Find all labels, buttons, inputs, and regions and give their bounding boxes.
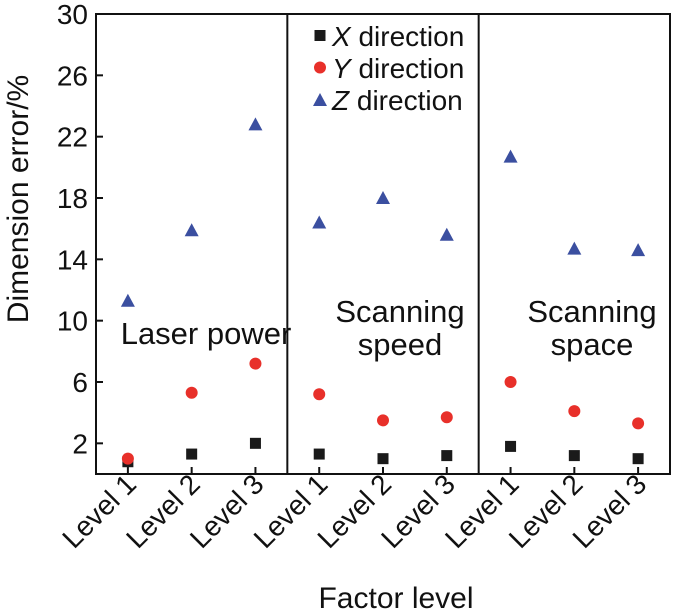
x-axis-title: Factor level <box>318 582 473 612</box>
marker-circle <box>121 452 134 465</box>
group-label: space <box>551 327 634 362</box>
y-tick-label: 6 <box>72 367 88 398</box>
legend-marker-triangle <box>313 93 327 106</box>
legend-label: X direction <box>331 21 464 52</box>
marker-square <box>505 440 517 452</box>
group-label: Laser power <box>121 316 292 351</box>
marker-triangle <box>248 117 263 131</box>
marker-triangle <box>439 227 454 241</box>
group-label: Scanning <box>335 294 464 329</box>
marker-square <box>249 437 261 449</box>
y-axis-title: Dimension error/% <box>2 75 35 323</box>
marker-circle <box>568 405 581 418</box>
marker-triangle <box>567 241 582 255</box>
marker-triangle <box>376 191 390 204</box>
marker-square <box>186 448 198 460</box>
y-tick-label: 26 <box>57 60 88 91</box>
marker-square <box>632 453 644 465</box>
marker-square <box>377 453 389 465</box>
marker-triangle <box>503 149 518 163</box>
group-label: Scanning <box>527 294 656 329</box>
legend-marker-square <box>314 30 326 41</box>
marker-circle <box>185 386 198 399</box>
marker-circle <box>249 357 262 370</box>
y-tick-label: 2 <box>72 428 88 459</box>
legend-marker-circle <box>314 61 326 74</box>
marker-square <box>441 450 453 462</box>
y-tick-label: 30 <box>57 0 88 30</box>
marker-circle <box>632 417 645 430</box>
legend-label: Z direction <box>331 85 463 116</box>
marker-circle <box>440 411 453 424</box>
data-markers <box>120 117 646 468</box>
marker-circle <box>313 388 326 401</box>
marker-square <box>568 450 580 462</box>
marker-circle <box>504 376 517 388</box>
y-tick-label: 10 <box>57 306 88 337</box>
y-tick-label: 22 <box>57 122 88 153</box>
marker-triangle <box>312 215 327 229</box>
marker-circle <box>377 414 389 427</box>
legend-label: Y direction <box>332 53 464 84</box>
marker-triangle <box>631 243 646 257</box>
marker-square <box>313 448 325 460</box>
y-tick-label: 18 <box>57 183 88 214</box>
marker-triangle <box>120 293 135 307</box>
marker-triangle <box>184 223 199 237</box>
y-tick-label: 14 <box>57 244 88 275</box>
group-label: speed <box>358 327 442 362</box>
